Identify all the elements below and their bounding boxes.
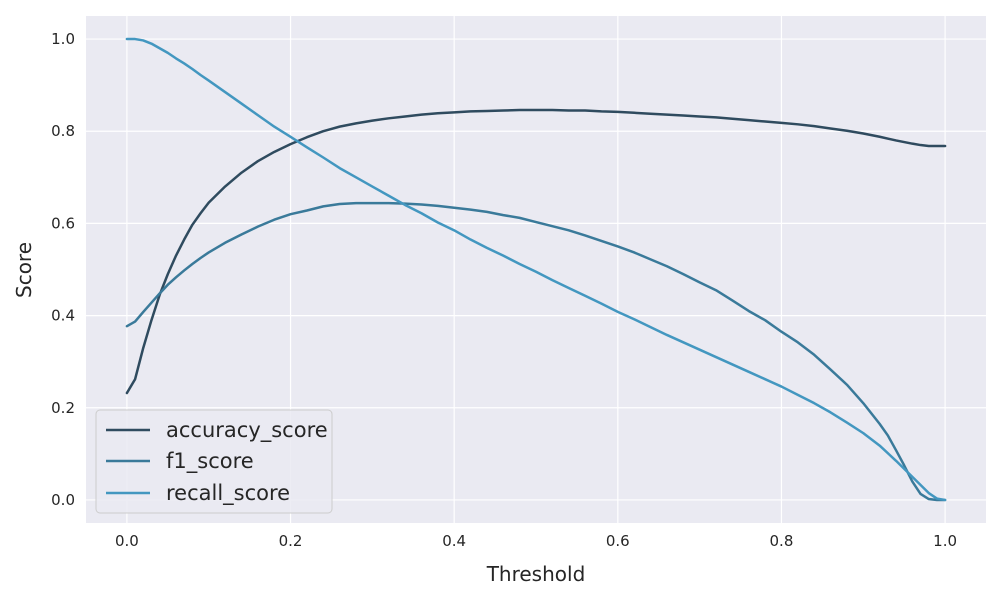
- series-line-recall-score: [125, 37, 947, 502]
- x-tick-label: 0.0: [115, 532, 139, 550]
- grid-lines: [86, 16, 986, 523]
- x-tick-label: 1.0: [933, 532, 957, 550]
- y-tick-label: 0.8: [51, 122, 75, 140]
- x-tick-label: 0.4: [442, 532, 466, 550]
- legend-box: [95, 409, 333, 514]
- x-tick-label: 0.6: [606, 532, 630, 550]
- legend-label-accuracy: accuracy_score: [166, 418, 328, 443]
- y-tick-label: 0.6: [51, 214, 75, 232]
- legend: accuracy_score f1_score recall_score: [95, 409, 333, 514]
- series-lines: [125, 37, 947, 502]
- y-tick-labels: 0.0 0.2 0.4 0.6 0.8 1.0: [51, 30, 75, 509]
- x-tick-label: 0.2: [279, 532, 303, 550]
- y-tick-label: 0.2: [51, 399, 75, 417]
- legend-label-recall: recall_score: [166, 481, 290, 506]
- y-tick-label: 0.0: [51, 491, 75, 509]
- y-tick-label: 1.0: [51, 30, 75, 48]
- x-axis-label: Threshold: [486, 562, 586, 586]
- y-tick-label: 0.4: [51, 307, 75, 325]
- series-line-f1-score: [125, 201, 947, 502]
- legend-label-f1: f1_score: [166, 449, 254, 474]
- x-tick-labels: 0.0 0.2 0.4 0.6 0.8 1.0: [115, 532, 957, 550]
- x-tick-label: 0.8: [770, 532, 794, 550]
- y-axis-label: Score: [12, 242, 36, 298]
- series-line-accuracy-score: [125, 108, 947, 395]
